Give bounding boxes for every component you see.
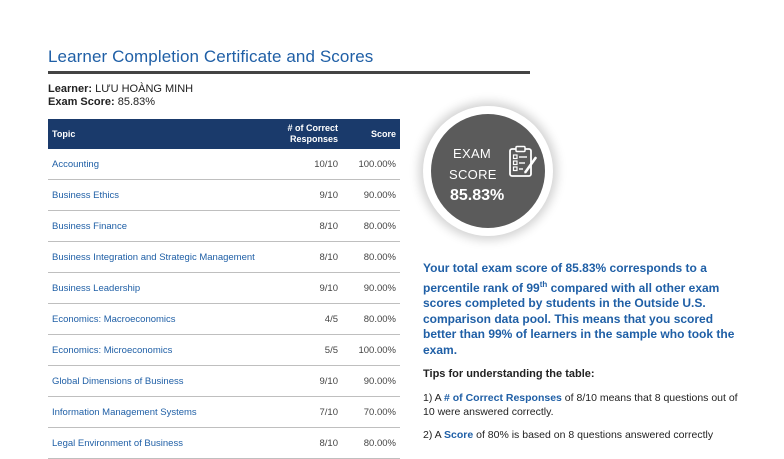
exam-score-value: 85.83% (117, 96, 156, 108)
topic-cell: Economics: Microeconomics (48, 334, 264, 366)
table-row: Accounting 10/10 100.00% (48, 149, 400, 180)
table-row: Information Management Systems 7/10 70.0… (48, 396, 400, 428)
percentile-summary: Your total exam score of 85.83% correspo… (423, 261, 743, 358)
score-cell: 80.00% (342, 303, 400, 335)
score-cell: 80.00% (342, 210, 400, 242)
correct-cell: 4/5 (264, 303, 342, 335)
exam-score-line: Exam Score: 85.83% (48, 96, 155, 108)
header-topic: Topic (48, 119, 264, 149)
correct-cell: 7/10 (264, 396, 342, 428)
table-row: Business Ethics 9/10 90.00% (48, 179, 400, 211)
learner-name: LƯU HOÀNG MINH (95, 83, 194, 95)
summary-sup: th (539, 279, 548, 289)
exam-score-label: Exam Score: (48, 96, 115, 108)
correct-cell: 9/10 (264, 365, 342, 397)
table-row: Economics: Microeconomics 5/5 100.00% (48, 334, 400, 366)
learner-line: Learner: LƯU HOÀNG MINH (48, 83, 193, 95)
correct-cell: 8/10 (264, 241, 342, 273)
badge-line2: SCORE (449, 167, 497, 182)
correct-cell: 5/5 (264, 334, 342, 366)
tip1-rest: of 8/10 means that 8 questions out of 10… (423, 392, 738, 418)
correct-cell: 10/10 (264, 149, 342, 180)
badge-score: 85.83% (450, 187, 505, 204)
topic-cell: Accounting (48, 149, 264, 180)
page-title: Learner Completion Certificate and Score… (48, 47, 374, 66)
topic-cell: Legal Environment of Business (48, 427, 264, 459)
scores-table: Topic # of Correct Responses Score Accou… (48, 119, 400, 459)
badge-line1: EXAM (453, 146, 492, 161)
table-header-row: Topic # of Correct Responses Score (48, 119, 400, 149)
tips-heading: Tips for understanding the table: (423, 368, 595, 380)
exam-score-badge: EXAM SCORE 85.83% (423, 106, 553, 236)
score-cell: 100.00% (342, 149, 400, 180)
learner-label: Learner: (48, 83, 93, 95)
table-row: Economics: Macroeconomics 4/5 80.00% (48, 303, 400, 335)
correct-cell: 9/10 (264, 179, 342, 211)
correct-cell: 9/10 (264, 272, 342, 304)
table-row: Business Finance 8/10 80.00% (48, 210, 400, 242)
score-cell: 80.00% (342, 241, 400, 273)
header-correct-line2: Responses (289, 134, 338, 144)
topic-cell: Global Dimensions of Business (48, 365, 264, 397)
summary-text-2: compared with all other exam scores comp… (423, 280, 735, 357)
header-score: Score (342, 119, 400, 149)
table-row: Business Integration and Strategic Manag… (48, 241, 400, 273)
badge-circle: EXAM SCORE 85.83% (431, 114, 545, 228)
score-cell: 80.00% (342, 427, 400, 459)
tip2-rest: of 80% is based on 8 questions answered … (473, 429, 714, 441)
tip-1: 1) A # of Correct Responses of 8/10 mean… (423, 392, 743, 419)
topic-cell: Business Integration and Strategic Manag… (48, 241, 264, 273)
table-row: Global Dimensions of Business 9/10 90.00… (48, 365, 400, 397)
score-cell: 90.00% (342, 365, 400, 397)
correct-cell: 8/10 (264, 210, 342, 242)
tip-2: 2) A Score of 80% is based on 8 question… (423, 429, 743, 443)
title-divider (48, 71, 530, 74)
summary-text-1: Your total exam score of 85.83% correspo… (423, 261, 707, 295)
topic-cell: Business Ethics (48, 179, 264, 211)
score-cell: 90.00% (342, 272, 400, 304)
topic-cell: Economics: Macroeconomics (48, 303, 264, 335)
tip2-term: Score (444, 429, 474, 441)
topic-cell: Information Management Systems (48, 396, 264, 428)
correct-cell: 8/10 (264, 427, 342, 459)
topic-cell: Business Finance (48, 210, 264, 242)
score-cell: 70.00% (342, 396, 400, 428)
header-correct-line1: # of Correct (287, 123, 338, 133)
tip2-prefix: 2) A (423, 429, 445, 441)
table-row: Legal Environment of Business 8/10 80.00… (48, 427, 400, 459)
tip1-term: # of Correct Responses (444, 392, 562, 404)
score-cell: 90.00% (342, 179, 400, 211)
tip1-prefix: 1) A (423, 392, 445, 404)
header-correct-responses: # of Correct Responses (264, 119, 342, 149)
score-cell: 100.00% (342, 334, 400, 366)
exam-checklist-icon (509, 145, 537, 177)
topic-cell: Business Leadership (48, 272, 264, 304)
table-row: Business Leadership 9/10 90.00% (48, 272, 400, 304)
